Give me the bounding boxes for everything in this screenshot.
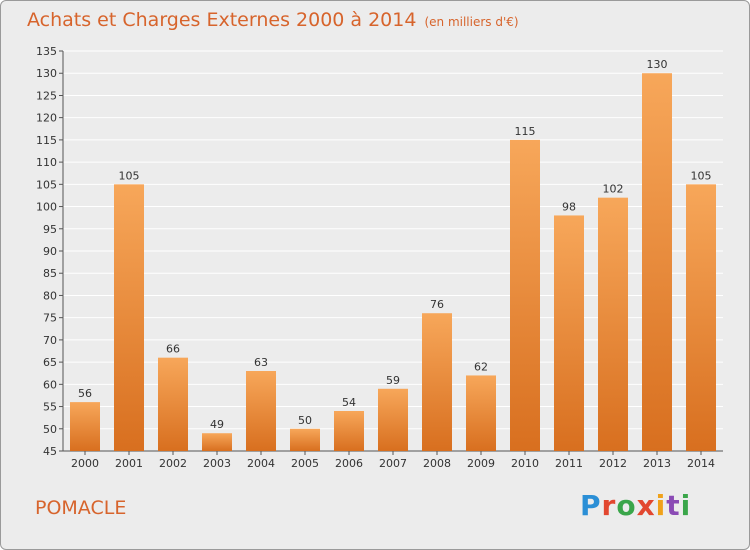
bar — [422, 313, 452, 451]
x-tick-label: 2002 — [159, 457, 187, 470]
bar — [642, 73, 672, 451]
x-tick-label: 2013 — [643, 457, 671, 470]
data-label: 62 — [474, 360, 488, 373]
data-label: 63 — [254, 356, 268, 369]
x-tick-label: 2005 — [291, 457, 319, 470]
x-tick-label: 2000 — [71, 457, 99, 470]
y-tick-label: 90 — [43, 245, 57, 258]
data-label: 54 — [342, 396, 356, 409]
data-label: 130 — [647, 58, 668, 71]
chart-title-text: Achats et Charges Externes 2000 à 2014 — [27, 9, 417, 31]
data-label: 105 — [691, 169, 712, 182]
bar — [510, 139, 540, 451]
bar — [378, 388, 408, 451]
y-tick-label: 80 — [43, 289, 57, 302]
logo-letter: t — [666, 489, 681, 522]
x-tick-label: 2009 — [467, 457, 495, 470]
bars — [70, 73, 716, 452]
bar — [114, 184, 144, 452]
x-tick-label: 2010 — [511, 457, 539, 470]
x-tick-label: 2007 — [379, 457, 407, 470]
x-tick-label: 2003 — [203, 457, 231, 470]
data-label: 98 — [562, 200, 576, 213]
x-tick-label: 2006 — [335, 457, 363, 470]
y-tick-label: 55 — [43, 401, 57, 414]
y-tick-label: 130 — [36, 67, 57, 80]
x-tick-label: 2012 — [599, 457, 627, 470]
bar — [246, 371, 276, 451]
x-tick-label: 2011 — [555, 457, 583, 470]
logo-letter: i — [680, 489, 692, 522]
y-tick-label: 95 — [43, 223, 57, 236]
y-tick-label: 45 — [43, 445, 57, 458]
data-label: 76 — [430, 298, 444, 311]
bar — [290, 428, 320, 451]
y-tick-label: 75 — [43, 312, 57, 325]
y-tick-label: 100 — [36, 201, 57, 214]
y-tick-label: 105 — [36, 178, 57, 191]
logo-letter: x — [636, 489, 656, 522]
location-label: POMACLE — [35, 497, 127, 519]
data-label: 50 — [298, 414, 312, 427]
x-tick-label: 2014 — [687, 457, 715, 470]
bar — [554, 215, 584, 451]
logo-letter: P — [580, 489, 602, 522]
data-label: 115 — [515, 125, 536, 138]
y-tick-label: 65 — [43, 356, 57, 369]
bar — [334, 411, 364, 451]
y-tick-label: 110 — [36, 156, 57, 169]
y-tick-label: 135 — [36, 45, 57, 58]
y-tick-label: 50 — [43, 423, 57, 436]
data-labels: 56 105 66 49 63 50 54 59 76 62 115 98 102 130 105 — [78, 58, 712, 431]
data-label: 59 — [386, 374, 400, 387]
logo-letter: i — [655, 489, 667, 522]
y-tick-labels: 45 50 55 60 65 70 75 80 85 90 95 100 105 110 115 120 125… — [36, 45, 57, 458]
y-tick-label: 60 — [43, 378, 57, 391]
data-label: 102 — [603, 183, 624, 196]
y-tick-label: 85 — [43, 267, 57, 280]
data-label: 66 — [166, 343, 180, 356]
proxiti-logo: Proxiti — [580, 489, 691, 522]
x-tick-labels: 2000 2001 2002 2003 2004 2005 2006 2007 2008 2009… — [71, 457, 715, 470]
bar — [70, 402, 100, 451]
data-label: 56 — [78, 387, 92, 400]
data-label: 49 — [210, 418, 224, 431]
chart-title: Achats et Charges Externes 2000 à 2014 (e… — [27, 9, 519, 31]
bar — [202, 433, 232, 451]
bar — [686, 184, 716, 452]
x-tick-label: 2004 — [247, 457, 275, 470]
y-tick-label: 70 — [43, 334, 57, 347]
bar — [598, 197, 628, 451]
data-label: 105 — [119, 169, 140, 182]
logo-letter: o — [616, 489, 637, 522]
logo-letter: r — [601, 489, 617, 522]
x-tick-label: 2001 — [115, 457, 143, 470]
y-tick-label: 120 — [36, 112, 57, 125]
x-tick-label: 2008 — [423, 457, 451, 470]
bar — [158, 357, 188, 451]
y-tick-label: 115 — [36, 134, 57, 147]
chart-unit: (en milliers d'€) — [424, 15, 519, 29]
bar — [466, 375, 496, 451]
y-tick-label: 125 — [36, 89, 57, 102]
